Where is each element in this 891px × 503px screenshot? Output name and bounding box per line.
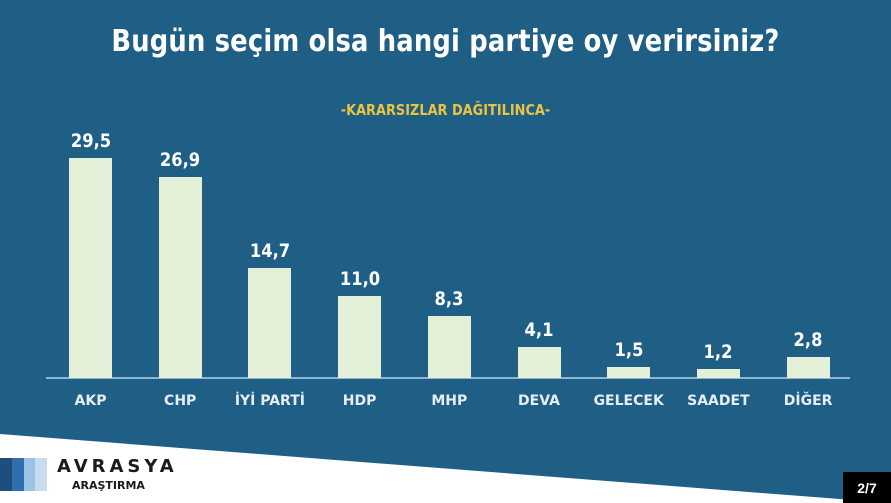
bar-value-label: 26,9 bbox=[160, 149, 201, 172]
bar-chart: 29,5 AKP 26,9 CHP 14,7 İYİ PARTİ 11,0 HDP 8,3 MHP… bbox=[46, 129, 850, 409]
bar-value-label: 1,5 bbox=[614, 338, 644, 361]
bar-value-label: 11,0 bbox=[339, 267, 380, 290]
logo-stripe bbox=[0, 458, 12, 491]
avrasya-logo-icon bbox=[0, 458, 47, 491]
bar bbox=[248, 268, 292, 378]
bar bbox=[69, 157, 112, 378]
brand-subtitle: ARAŞTIRMA bbox=[72, 479, 145, 492]
logo-stripe bbox=[23, 458, 36, 491]
page-indicator: 2/7 bbox=[843, 472, 891, 503]
category-label: SAADET bbox=[687, 393, 750, 409]
bar-value-label: 1,2 bbox=[703, 341, 733, 364]
bar-value-label: 4,1 bbox=[524, 319, 554, 342]
bar-value-label: 8,3 bbox=[434, 288, 464, 311]
brand-name: AVRASYA bbox=[57, 456, 178, 477]
bar bbox=[158, 177, 202, 378]
bar bbox=[427, 316, 471, 378]
bar bbox=[786, 357, 830, 378]
category-label: GELECEK bbox=[593, 393, 664, 409]
x-axis-baseline bbox=[46, 377, 850, 379]
chart-title: Bugün seçim olsa hangi partiye oy verirs… bbox=[111, 24, 780, 59]
logo-stripe bbox=[35, 458, 47, 491]
bar bbox=[338, 295, 382, 378]
bar-value-label: 2,8 bbox=[793, 329, 823, 352]
bar bbox=[517, 347, 561, 378]
category-label: CHP bbox=[164, 393, 197, 409]
category-label: DEVA bbox=[518, 393, 560, 409]
category-label: HDP bbox=[342, 393, 377, 409]
logo-stripe bbox=[11, 458, 24, 491]
category-label: MHP bbox=[431, 393, 468, 409]
category-label: DİĞER bbox=[783, 393, 833, 409]
bar bbox=[607, 366, 651, 378]
bar bbox=[696, 369, 740, 378]
bar-value-label: 29,5 bbox=[70, 129, 111, 152]
category-label: İYİ PARTİ bbox=[234, 393, 305, 409]
category-label: AKP bbox=[74, 393, 107, 409]
bar-value-label: 14,7 bbox=[249, 240, 291, 263]
chart-subtitle: -KARARSIZLAR DAĞITILINCA- bbox=[340, 101, 551, 119]
